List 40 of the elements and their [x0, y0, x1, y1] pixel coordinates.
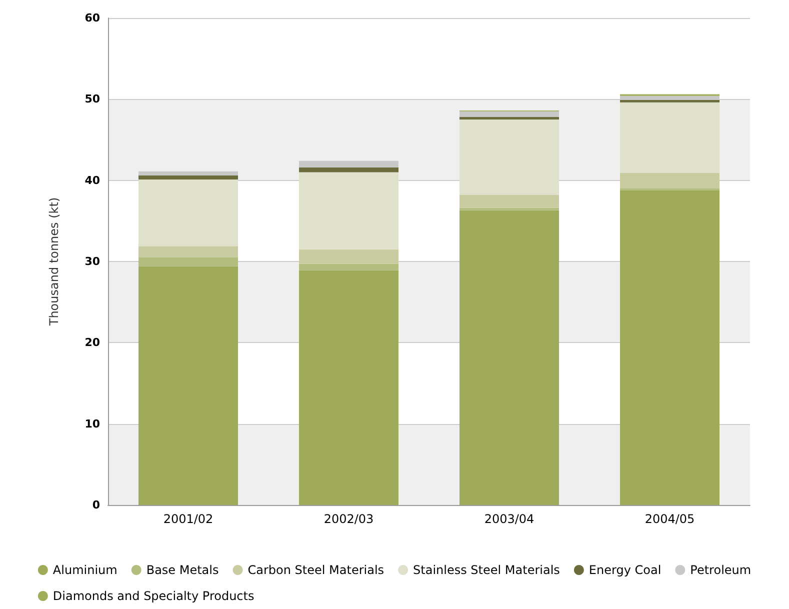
y-tick-label: 30 — [84, 255, 100, 268]
y-tick-label: 50 — [84, 92, 100, 106]
y-tick-label: 0 — [92, 498, 100, 512]
bar — [459, 194, 560, 208]
legend-label: Petroleum — [690, 563, 752, 577]
bar — [138, 266, 238, 505]
bar — [138, 246, 238, 258]
legend-label: Energy Coal — [588, 563, 662, 577]
y-tick-label: 10 — [84, 417, 100, 430]
y-tick-label: 40 — [84, 174, 100, 187]
bar — [620, 190, 720, 505]
x-tick-label: 2004/05 — [644, 512, 695, 526]
bar — [620, 100, 720, 102]
legend-label: Diamonds and Specialty Products — [52, 589, 254, 603]
x-tick-label: 2001/02 — [163, 512, 214, 526]
bar — [138, 257, 238, 266]
bar — [298, 160, 399, 168]
bar — [459, 208, 560, 210]
bar — [138, 175, 238, 180]
bar — [459, 119, 560, 195]
bar — [459, 210, 560, 505]
legend-label: Stainless Steel Materials — [413, 563, 560, 577]
legend-label: Aluminium — [52, 563, 118, 577]
bar — [298, 167, 399, 172]
bar — [459, 111, 560, 118]
bar — [620, 173, 720, 188]
x-tick-label: 2003/04 — [484, 512, 534, 526]
bar — [298, 172, 399, 250]
x-tick-label: 2002/03 — [324, 512, 374, 526]
y-tick-label: 20 — [84, 336, 100, 350]
bar — [298, 270, 399, 505]
y-tick-label: 60 — [84, 12, 100, 24]
y-axis-title: Thousand tonnes (kt) — [47, 197, 61, 327]
bar — [138, 171, 238, 176]
bar — [298, 249, 399, 264]
bar — [620, 102, 720, 174]
bar — [298, 264, 399, 270]
bar — [138, 180, 238, 246]
legend-label: Carbon Steel Materials — [248, 563, 384, 577]
legend-label: Base Metals — [146, 563, 219, 577]
